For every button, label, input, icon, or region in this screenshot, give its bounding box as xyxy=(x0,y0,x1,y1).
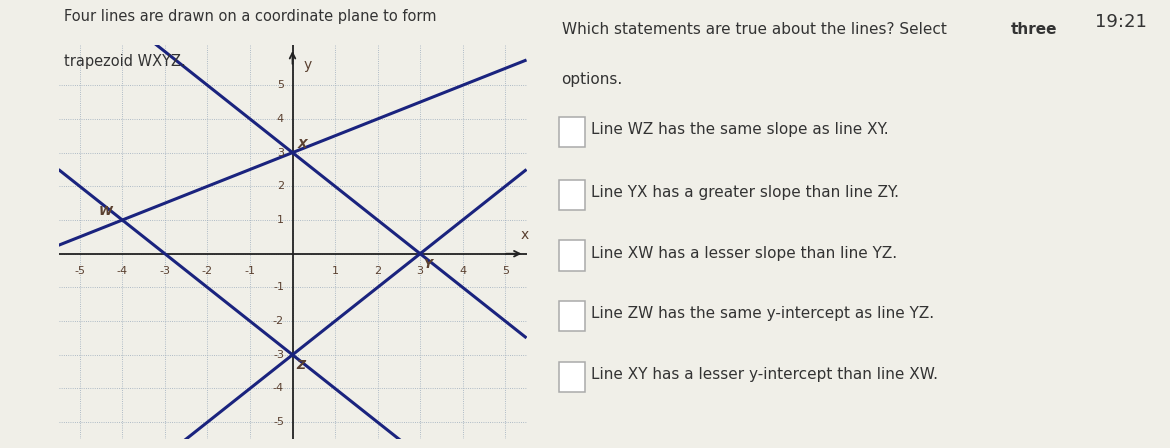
Text: -1: -1 xyxy=(245,266,255,276)
Text: Line XY has a lesser y-intercept than line XW.: Line XY has a lesser y-intercept than li… xyxy=(591,367,938,383)
Text: -5: -5 xyxy=(273,417,284,427)
Text: -3: -3 xyxy=(273,350,284,360)
Text: -4: -4 xyxy=(273,383,284,393)
Text: 1: 1 xyxy=(331,266,338,276)
Text: 5: 5 xyxy=(502,266,509,276)
Text: Which statements are true about the lines? Select: Which statements are true about the line… xyxy=(562,22,951,37)
Text: x: x xyxy=(521,228,529,242)
Text: 2: 2 xyxy=(277,181,284,191)
Text: 4: 4 xyxy=(459,266,466,276)
Text: X: X xyxy=(297,138,308,151)
Text: Four lines are drawn on a coordinate plane to form: Four lines are drawn on a coordinate pla… xyxy=(64,9,436,24)
Text: y: y xyxy=(303,58,311,72)
Text: Line WZ has the same slope as line XY.: Line WZ has the same slope as line XY. xyxy=(591,122,888,138)
Text: Line ZW has the same y-intercept as line YZ.: Line ZW has the same y-intercept as line… xyxy=(591,306,934,321)
Text: W: W xyxy=(99,205,112,218)
Text: -4: -4 xyxy=(117,266,128,276)
Text: -1: -1 xyxy=(273,282,284,293)
Text: 3: 3 xyxy=(277,148,284,158)
Text: 2: 2 xyxy=(374,266,381,276)
Text: -2: -2 xyxy=(273,316,284,326)
Text: 19:21: 19:21 xyxy=(1095,13,1147,31)
Text: three: three xyxy=(1011,22,1058,37)
Text: Line XW has a lesser slope than line YZ.: Line XW has a lesser slope than line YZ. xyxy=(591,246,897,261)
Text: 1: 1 xyxy=(277,215,284,225)
Text: Y: Y xyxy=(424,258,433,271)
Text: trapezoid WXYZ.: trapezoid WXYZ. xyxy=(64,54,186,69)
Text: -5: -5 xyxy=(74,266,85,276)
Text: -3: -3 xyxy=(159,266,171,276)
Text: Line YX has a greater slope than line ZY.: Line YX has a greater slope than line ZY… xyxy=(591,185,899,200)
Text: 5: 5 xyxy=(277,80,284,90)
Text: -2: -2 xyxy=(202,266,213,276)
Text: 4: 4 xyxy=(277,114,284,124)
Text: 3: 3 xyxy=(417,266,424,276)
Text: Z: Z xyxy=(297,359,305,372)
Text: options.: options. xyxy=(562,72,622,86)
